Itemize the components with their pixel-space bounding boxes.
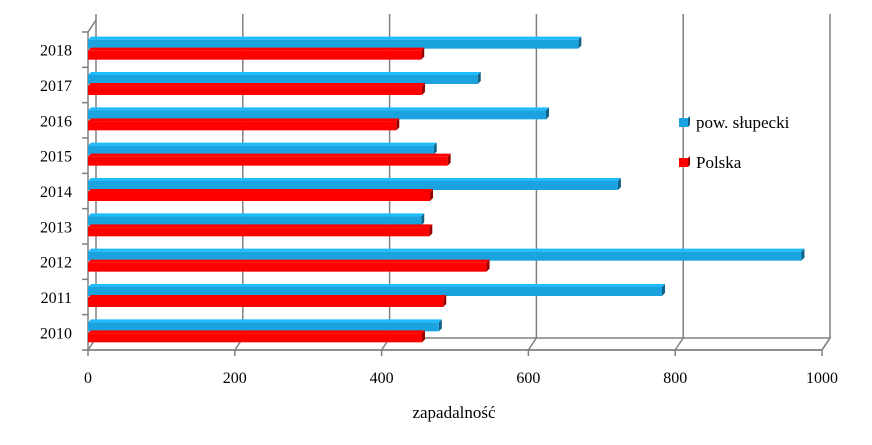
x-tick-label: 800: [663, 370, 687, 387]
y-tick-label: 2014: [40, 184, 72, 201]
x-tick-label: 200: [223, 370, 247, 387]
bar-pow-slupecki: [88, 72, 481, 84]
y-axis-tick-labels: 2010 2011 2012 2013 2014 2015 2016 2017 2018: [40, 43, 72, 343]
legend-swatch: [679, 118, 688, 127]
x-axis-title: zapadalność: [412, 403, 496, 422]
floor-gridline: [821, 337, 831, 351]
bar-polska: [88, 83, 425, 95]
x-tick-label: 0: [84, 370, 92, 387]
x-tick-label: 400: [370, 370, 394, 387]
bar-pow-slupecki: [88, 107, 550, 120]
bar-polska: [88, 224, 433, 237]
bar-pow-slupecki: [88, 319, 442, 332]
y-tick-label: 2015: [40, 149, 72, 166]
bar-polska: [88, 259, 490, 272]
chart-bars: [88, 36, 805, 343]
legend-label: pow. słupecki: [696, 113, 790, 132]
floor-gridline: [527, 337, 538, 351]
x-tick-label: 600: [516, 370, 540, 387]
legend-item-pow-slupecki: pow. słupecki: [679, 113, 790, 132]
chart-legend: pow. słupecki Polska: [679, 113, 790, 172]
bar-pow-slupecki: [88, 213, 425, 226]
bar-polska: [88, 295, 447, 307]
y-tick-label: 2016: [40, 113, 72, 130]
y-tick-label: 2018: [40, 43, 72, 60]
bar-polska: [88, 330, 425, 343]
bar-polska: [88, 47, 425, 60]
bar-polska: [88, 189, 434, 201]
bar-pow-slupecki: [88, 36, 582, 49]
side-wall-edge: [87, 19, 97, 33]
x-axis-tick-labels: 0 200 400 600 800 1000: [84, 370, 838, 387]
legend-swatch: [679, 158, 688, 167]
bar-pow-slupecki: [88, 284, 665, 296]
bar-polska: [88, 118, 400, 131]
floor-gridline: [674, 337, 684, 351]
y-tick-label: 2012: [40, 255, 72, 272]
y-tick-label: 2013: [40, 219, 72, 236]
legend-item-polska: Polska: [679, 153, 742, 172]
bar-pow-slupecki: [88, 178, 621, 190]
bar-pow-slupecki: [88, 142, 437, 155]
bar-polska: [88, 153, 451, 166]
y-tick-label: 2017: [40, 78, 72, 95]
y-tick-label: 2010: [40, 325, 72, 342]
y-tick-label: 2011: [41, 290, 72, 307]
bar-pow-slupecki: [88, 248, 805, 261]
x-tick-label: 1000: [806, 370, 838, 387]
legend-label: Polska: [696, 153, 742, 172]
